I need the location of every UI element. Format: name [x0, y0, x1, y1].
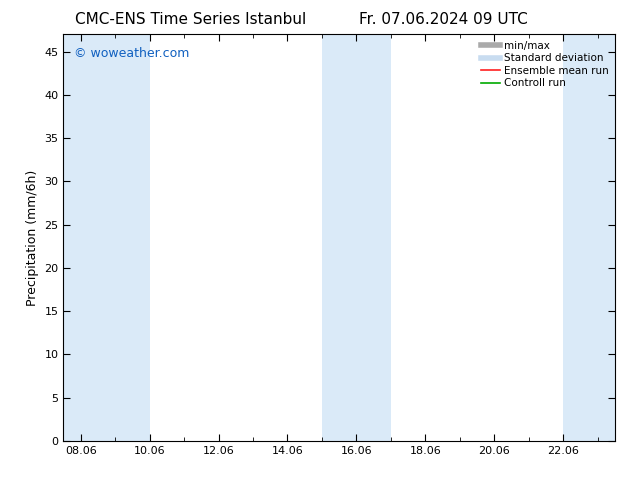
Bar — [563, 34, 615, 441]
Legend: min/max, Standard deviation, Ensemble mean run, Controll run: min/max, Standard deviation, Ensemble me… — [477, 36, 613, 93]
Text: © woweather.com: © woweather.com — [74, 47, 190, 59]
Bar — [63, 34, 150, 441]
Text: Fr. 07.06.2024 09 UTC: Fr. 07.06.2024 09 UTC — [359, 12, 528, 27]
Bar — [322, 34, 391, 441]
Text: CMC-ENS Time Series Istanbul: CMC-ENS Time Series Istanbul — [75, 12, 306, 27]
Y-axis label: Precipitation (mm/6h): Precipitation (mm/6h) — [26, 170, 39, 306]
